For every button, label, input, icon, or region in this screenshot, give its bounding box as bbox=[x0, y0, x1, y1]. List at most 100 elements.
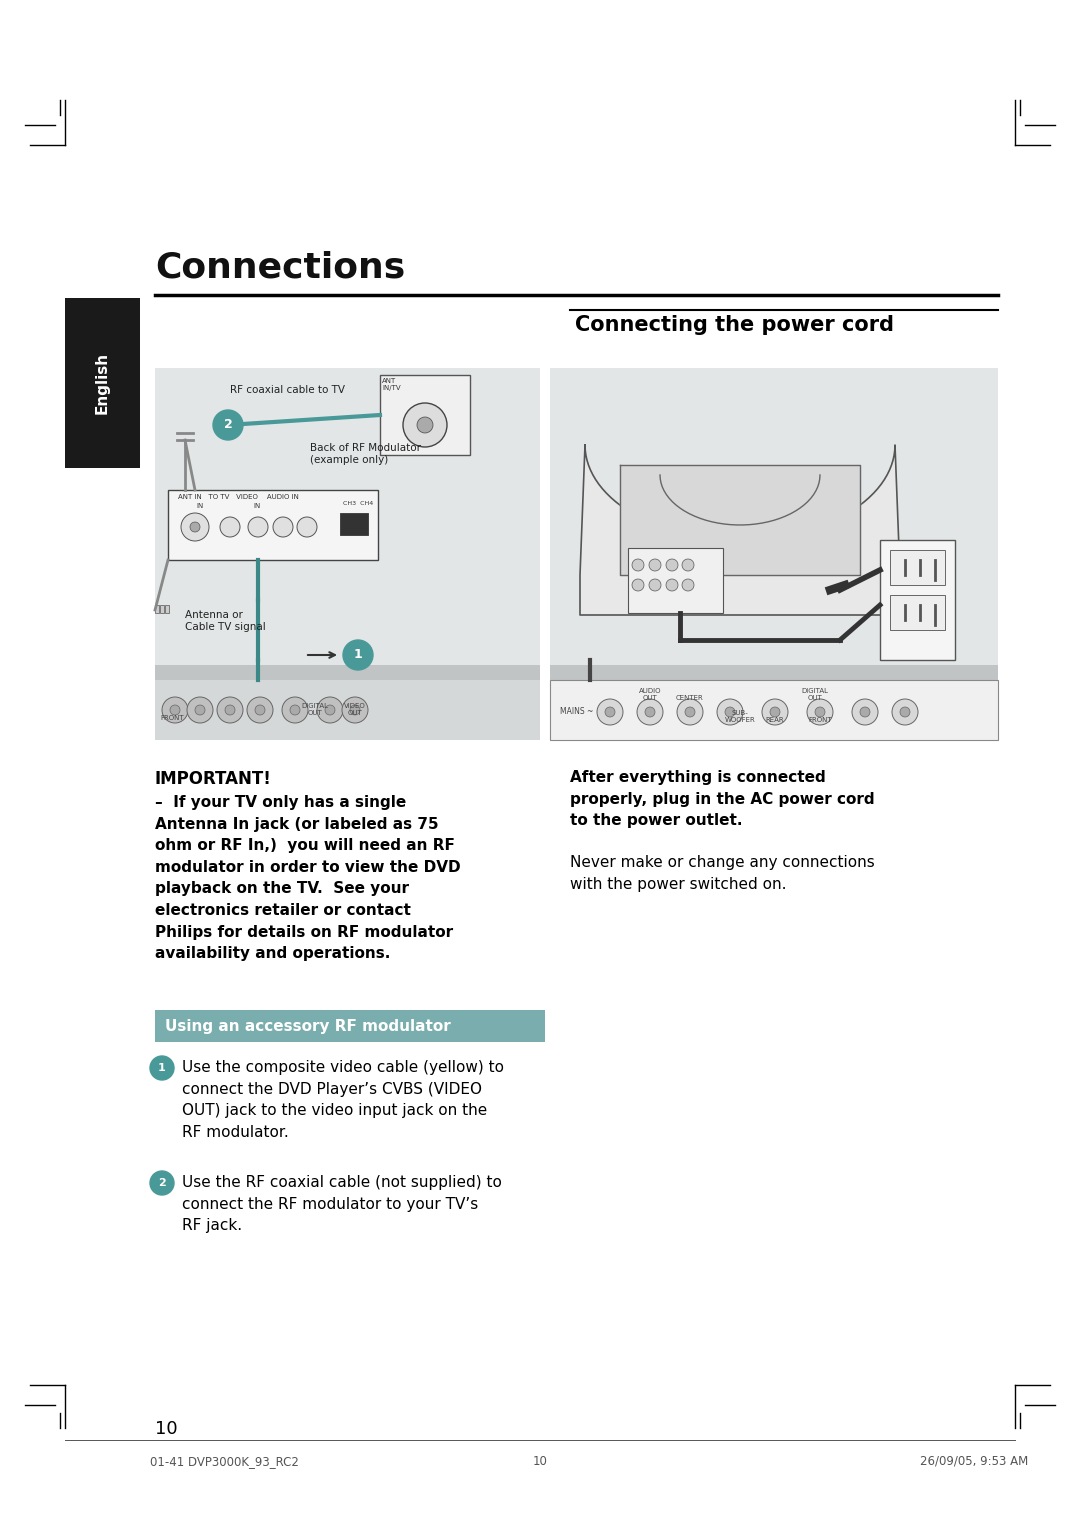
Circle shape bbox=[181, 513, 210, 541]
Text: Connecting the power cord: Connecting the power cord bbox=[575, 315, 894, 335]
Circle shape bbox=[403, 403, 447, 448]
Text: Connections: Connections bbox=[156, 251, 405, 284]
Circle shape bbox=[170, 704, 180, 715]
Circle shape bbox=[681, 559, 694, 571]
Text: FRONT: FRONT bbox=[808, 717, 832, 723]
Circle shape bbox=[247, 697, 273, 723]
Circle shape bbox=[666, 579, 678, 591]
Circle shape bbox=[900, 707, 910, 717]
Text: 1: 1 bbox=[353, 648, 363, 662]
Bar bbox=[156, 680, 540, 740]
Circle shape bbox=[685, 707, 696, 717]
Bar bbox=[156, 605, 159, 613]
Circle shape bbox=[217, 697, 243, 723]
Text: 2: 2 bbox=[224, 419, 232, 431]
Text: FRONT: FRONT bbox=[160, 715, 184, 721]
Circle shape bbox=[666, 559, 678, 571]
Circle shape bbox=[350, 704, 360, 715]
Text: CH3  CH4: CH3 CH4 bbox=[343, 501, 374, 506]
Text: REAR: REAR bbox=[766, 717, 784, 723]
Circle shape bbox=[291, 704, 300, 715]
Circle shape bbox=[325, 704, 335, 715]
Bar bbox=[890, 594, 945, 630]
Text: RF coaxial cable to TV: RF coaxial cable to TV bbox=[230, 385, 345, 396]
Text: Using an accessory RF modulator: Using an accessory RF modulator bbox=[165, 1019, 450, 1033]
Bar bbox=[627, 549, 723, 613]
Text: DIGITAL
OUT: DIGITAL OUT bbox=[301, 703, 328, 717]
Circle shape bbox=[150, 1170, 174, 1195]
Bar bbox=[550, 368, 998, 680]
Circle shape bbox=[807, 698, 833, 724]
Circle shape bbox=[225, 704, 235, 715]
Text: 1: 1 bbox=[158, 1063, 166, 1073]
Circle shape bbox=[297, 516, 318, 536]
Circle shape bbox=[248, 516, 268, 536]
Bar bbox=[165, 605, 168, 613]
Circle shape bbox=[605, 707, 615, 717]
Circle shape bbox=[637, 698, 663, 724]
Circle shape bbox=[150, 1056, 174, 1080]
Circle shape bbox=[677, 698, 703, 724]
Circle shape bbox=[717, 698, 743, 724]
Text: CENTER: CENTER bbox=[676, 695, 704, 701]
Text: Antenna or
Cable TV signal: Antenna or Cable TV signal bbox=[185, 610, 266, 631]
Circle shape bbox=[318, 697, 343, 723]
Circle shape bbox=[649, 579, 661, 591]
Text: 10: 10 bbox=[532, 1455, 548, 1468]
Bar bbox=[156, 368, 540, 680]
Text: AUDIO
OUT: AUDIO OUT bbox=[638, 688, 661, 701]
Circle shape bbox=[187, 697, 213, 723]
Bar bbox=[65, 298, 140, 468]
Circle shape bbox=[417, 417, 433, 432]
Text: 01-41 DVP3000K_93_RC2: 01-41 DVP3000K_93_RC2 bbox=[150, 1455, 299, 1468]
Text: SUB-
WOOFER: SUB- WOOFER bbox=[725, 711, 755, 723]
Bar bbox=[380, 374, 470, 455]
Text: Back of RF Modulator
(example only): Back of RF Modulator (example only) bbox=[310, 443, 421, 465]
Circle shape bbox=[892, 698, 918, 724]
Text: IMPORTANT!: IMPORTANT! bbox=[156, 770, 272, 788]
Circle shape bbox=[190, 523, 200, 532]
Text: ANT IN   TO TV   VIDEO    AUDIO IN: ANT IN TO TV VIDEO AUDIO IN bbox=[178, 494, 299, 500]
Text: 26/09/05, 9:53 AM: 26/09/05, 9:53 AM bbox=[920, 1455, 1028, 1468]
Circle shape bbox=[632, 579, 644, 591]
Circle shape bbox=[255, 704, 265, 715]
Circle shape bbox=[597, 698, 623, 724]
Text: Never make or change any connections
with the power switched on.: Never make or change any connections wit… bbox=[570, 856, 875, 892]
Bar bbox=[160, 605, 164, 613]
Text: After everything is connected
properly, plug in the AC power cord
to the power o: After everything is connected properly, … bbox=[570, 770, 875, 828]
Text: MAINS ~: MAINS ~ bbox=[561, 707, 593, 717]
Bar bbox=[550, 680, 998, 740]
Text: English: English bbox=[95, 351, 109, 414]
Circle shape bbox=[770, 707, 780, 717]
Circle shape bbox=[632, 559, 644, 571]
Circle shape bbox=[220, 516, 240, 536]
Circle shape bbox=[195, 704, 205, 715]
Text: DIGITAL
OUT: DIGITAL OUT bbox=[801, 688, 828, 701]
Circle shape bbox=[725, 707, 735, 717]
Circle shape bbox=[762, 698, 788, 724]
Polygon shape bbox=[620, 465, 860, 575]
Text: VIDEO
OUT: VIDEO OUT bbox=[345, 703, 366, 717]
Text: IN: IN bbox=[254, 503, 260, 509]
Text: Use the RF coaxial cable (not supplied) to
connect the RF modulator to your TV’s: Use the RF coaxial cable (not supplied) … bbox=[183, 1175, 502, 1233]
Bar bbox=[890, 550, 945, 585]
Circle shape bbox=[860, 707, 870, 717]
Bar bbox=[880, 539, 955, 660]
Circle shape bbox=[343, 640, 373, 669]
Text: 10: 10 bbox=[156, 1420, 177, 1438]
Bar bbox=[340, 513, 368, 535]
Bar bbox=[550, 665, 998, 680]
Text: ANT
IN/TV: ANT IN/TV bbox=[382, 377, 401, 391]
Circle shape bbox=[282, 697, 308, 723]
Circle shape bbox=[162, 697, 188, 723]
Bar bbox=[156, 665, 540, 680]
Bar bbox=[168, 490, 378, 559]
Bar bbox=[550, 680, 998, 740]
Polygon shape bbox=[580, 445, 900, 614]
Circle shape bbox=[213, 410, 243, 440]
Text: –  If your TV only has a single
Antenna In jack (or labeled as 75
ohm or RF In,): – If your TV only has a single Antenna I… bbox=[156, 795, 461, 961]
Circle shape bbox=[645, 707, 654, 717]
Circle shape bbox=[649, 559, 661, 571]
Bar bbox=[156, 1010, 545, 1042]
Circle shape bbox=[815, 707, 825, 717]
